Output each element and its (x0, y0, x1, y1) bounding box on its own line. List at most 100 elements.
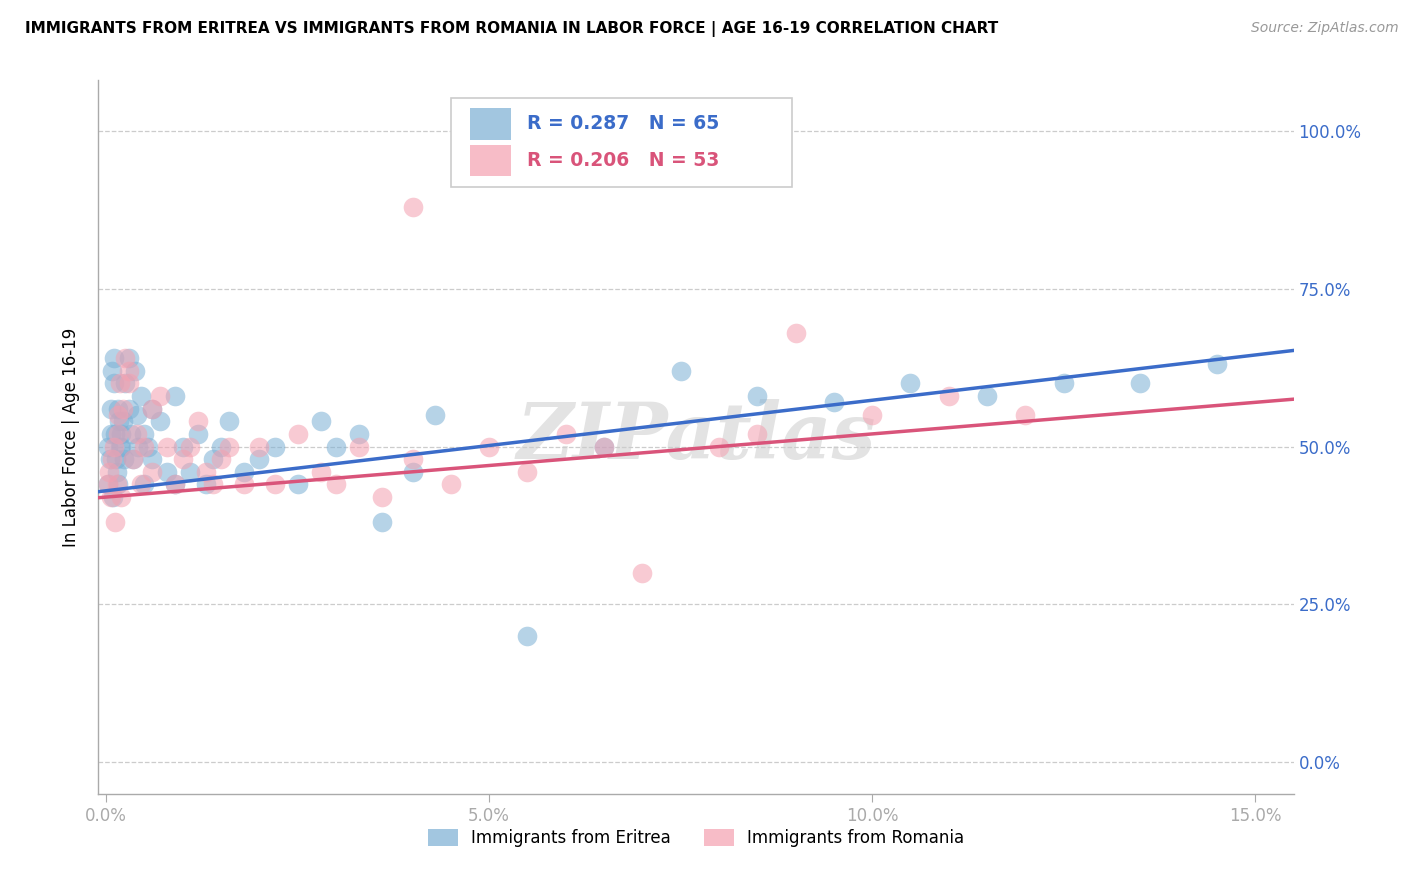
Point (107, 408, 129, 422)
Point (114, 351, 136, 366)
Point (141, 452, 163, 467)
Point (516, 629, 538, 643)
Point (156, 440, 179, 454)
Point (107, 426, 129, 441)
Point (593, 440, 616, 454)
Point (287, 426, 309, 441)
Point (134, 477, 156, 491)
Point (107, 477, 129, 491)
Point (105, 465, 128, 479)
Point (124, 364, 146, 378)
Point (136, 440, 159, 454)
Point (347, 426, 370, 441)
Point (187, 426, 209, 441)
Point (163, 389, 186, 403)
Point (118, 364, 141, 378)
Point (325, 477, 347, 491)
Point (97, 477, 120, 491)
Point (105, 452, 128, 467)
Point (100, 401, 122, 416)
Point (202, 477, 225, 491)
Point (127, 440, 149, 454)
Point (172, 452, 194, 467)
Point (860, 408, 883, 422)
Point (103, 351, 125, 366)
Point (111, 414, 134, 428)
Point (209, 452, 232, 467)
Point (325, 440, 347, 454)
Legend: Immigrants from Eritrea, Immigrants from Romania: Immigrants from Eritrea, Immigrants from… (420, 822, 972, 854)
Point (371, 490, 394, 504)
Point (938, 389, 960, 403)
Point (976, 389, 998, 403)
Point (440, 477, 463, 491)
Text: Source: ZipAtlas.com: Source: ZipAtlas.com (1251, 21, 1399, 35)
FancyBboxPatch shape (451, 98, 792, 187)
Point (900, 376, 922, 391)
Point (108, 376, 131, 391)
Point (98, 465, 121, 479)
Point (149, 389, 172, 403)
Point (263, 440, 285, 454)
Text: R = 0.287   N = 65: R = 0.287 N = 65 (527, 113, 720, 133)
Point (172, 440, 194, 454)
Point (747, 426, 769, 441)
Point (129, 477, 152, 491)
Point (120, 426, 142, 441)
Point (263, 477, 285, 491)
Point (371, 516, 394, 530)
Point (194, 465, 217, 479)
Point (97, 477, 120, 491)
Point (1053, 376, 1076, 391)
Point (100, 490, 122, 504)
Point (125, 408, 148, 422)
Point (309, 465, 332, 479)
Point (202, 452, 225, 467)
FancyBboxPatch shape (470, 145, 510, 176)
Point (747, 389, 769, 403)
Point (785, 326, 807, 340)
Point (554, 426, 576, 441)
Point (108, 414, 131, 428)
Point (101, 364, 124, 378)
Point (218, 414, 240, 428)
Point (122, 452, 145, 467)
Point (122, 452, 145, 467)
Point (401, 452, 423, 467)
Point (110, 426, 132, 441)
Point (101, 452, 124, 467)
Point (347, 440, 370, 454)
Point (247, 452, 270, 467)
Point (104, 516, 127, 530)
Point (103, 440, 125, 454)
Point (156, 465, 179, 479)
Point (98, 452, 121, 467)
Point (104, 426, 127, 441)
Point (134, 440, 156, 454)
Point (1014, 408, 1036, 422)
Point (129, 389, 152, 403)
Point (134, 426, 156, 441)
Point (669, 364, 692, 378)
FancyBboxPatch shape (470, 108, 510, 139)
Point (401, 465, 423, 479)
Point (1129, 376, 1152, 391)
Point (108, 440, 131, 454)
Point (218, 440, 240, 454)
Point (118, 401, 141, 416)
Point (179, 465, 201, 479)
Point (163, 477, 186, 491)
Point (707, 440, 730, 454)
Point (233, 465, 256, 479)
Point (187, 414, 209, 428)
Point (631, 566, 654, 580)
Point (209, 440, 232, 454)
Point (593, 440, 616, 454)
Point (118, 376, 141, 391)
Point (101, 490, 124, 504)
Point (194, 477, 217, 491)
Point (111, 401, 134, 416)
Point (110, 490, 132, 504)
Point (1206, 358, 1229, 372)
Point (125, 426, 148, 441)
